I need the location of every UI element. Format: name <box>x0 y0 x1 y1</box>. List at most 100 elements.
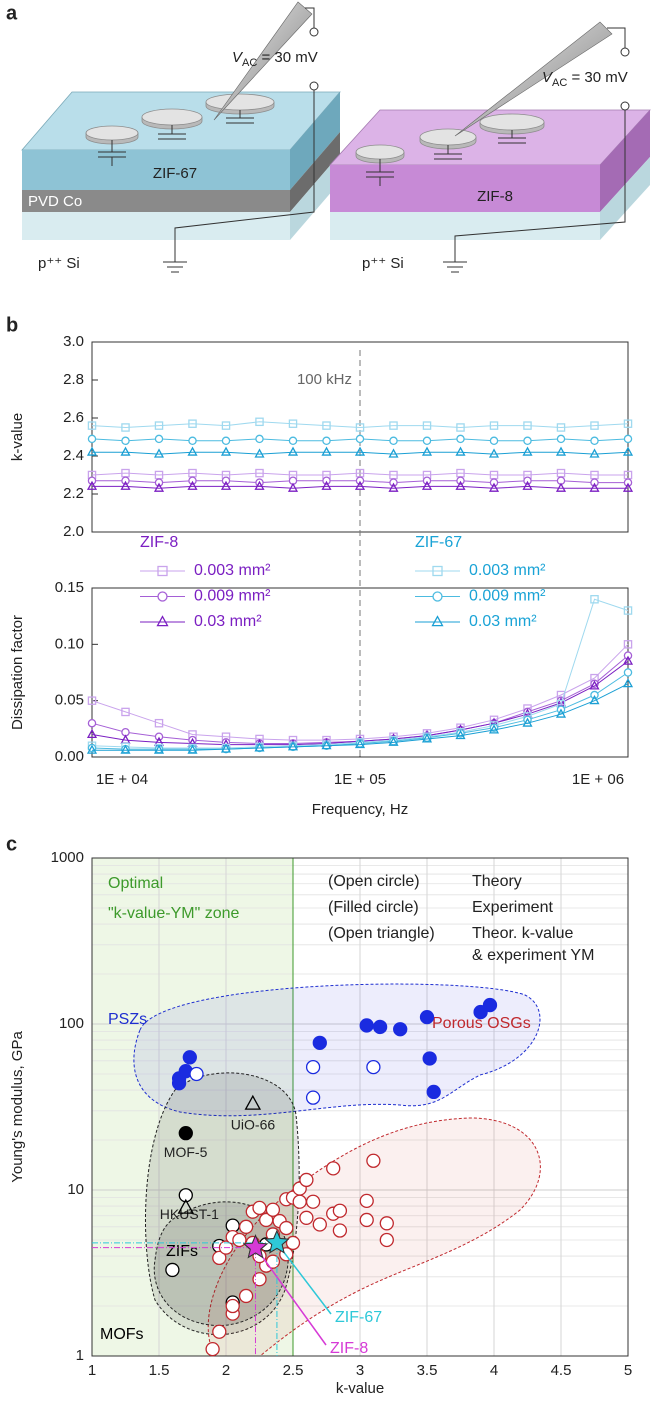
marker <box>359 1193 374 1209</box>
marker <box>121 436 130 446</box>
film-side <box>290 92 340 190</box>
y-tick-label: 0.05 <box>55 692 84 709</box>
marker <box>305 1059 321 1075</box>
metal-side <box>290 132 340 212</box>
key-marker: (Filled circle) <box>328 899 419 916</box>
marker <box>305 1090 321 1105</box>
region-psz <box>133 983 541 1117</box>
voltage-value: = 30 mV <box>257 49 317 66</box>
marker <box>332 1223 348 1238</box>
y-tick-label: 2.8 <box>63 371 84 388</box>
marker <box>555 708 567 718</box>
marker <box>354 738 366 749</box>
marker <box>379 1232 394 1248</box>
legend-title: ZIF-8 <box>140 534 178 551</box>
marker <box>354 480 366 490</box>
marker <box>120 744 131 754</box>
marker <box>187 446 198 456</box>
marker <box>623 668 633 677</box>
marker <box>623 640 633 649</box>
marker <box>153 448 165 458</box>
marker <box>421 480 433 490</box>
key-marker: (Open triangle) <box>328 925 435 942</box>
key-meaning: & experiment YM <box>472 947 594 964</box>
metal-label: PVD Co <box>28 193 82 210</box>
substrate-side <box>290 154 340 240</box>
marker <box>523 476 532 485</box>
voltage-symbol: V <box>542 69 554 86</box>
marker <box>623 434 633 444</box>
marker <box>279 1220 294 1236</box>
marker <box>366 1059 381 1075</box>
voltage-value: = 30 mV <box>567 69 627 86</box>
voltage-symbol: V <box>232 49 244 66</box>
marker <box>556 434 566 444</box>
marker <box>389 436 398 446</box>
legend-label: 0.03 mm² <box>194 613 262 630</box>
marker <box>312 1035 327 1050</box>
device-left: VAC = 30 mV ZIF-67 PVD Co p⁺⁺ Si <box>21 1 341 273</box>
legend-label: 0.003 mm² <box>469 562 546 579</box>
marker <box>322 436 331 446</box>
marker <box>489 421 499 430</box>
marker <box>178 1126 193 1141</box>
reference-label: 100 kHz <box>297 371 352 388</box>
zone-label: "k-value-YM" zone <box>108 905 240 922</box>
marker <box>157 591 168 602</box>
marker <box>359 1212 374 1228</box>
marker <box>422 421 432 430</box>
marker <box>432 565 443 577</box>
region-label: MOFs <box>100 1326 144 1343</box>
marker <box>120 480 131 490</box>
marker <box>187 744 198 754</box>
marker <box>177 1198 195 1214</box>
marker <box>388 448 399 458</box>
x-tick-label: 1 <box>88 1362 96 1379</box>
marker <box>220 743 232 753</box>
marker <box>154 718 164 728</box>
region-label: PSZs <box>108 1011 147 1028</box>
marker <box>87 421 97 430</box>
marker <box>359 1018 374 1033</box>
y-tick-label: 10 <box>67 1181 84 1198</box>
marker <box>188 419 197 428</box>
marker <box>455 480 466 490</box>
marker <box>288 419 298 428</box>
y-tick-label: 2.2 <box>63 485 84 502</box>
marker <box>556 423 566 432</box>
marker <box>255 468 264 478</box>
y-tick-label: 2.6 <box>63 409 84 426</box>
marker <box>422 476 432 485</box>
marker <box>473 1004 488 1020</box>
marker <box>87 434 97 444</box>
marker <box>421 733 433 743</box>
marker <box>419 1009 435 1025</box>
marker <box>555 482 567 492</box>
marker <box>389 478 398 487</box>
marker <box>87 476 97 485</box>
marker <box>221 476 231 485</box>
marker <box>321 480 332 490</box>
key-marker: (Open circle) <box>328 873 420 890</box>
marker <box>322 421 331 430</box>
series-line <box>92 683 629 751</box>
capacitor-symbols <box>98 110 254 166</box>
series-line <box>92 485 628 489</box>
point-label: HKUST-1 <box>160 1206 219 1222</box>
marker <box>590 436 599 446</box>
marker <box>121 476 130 485</box>
y-tick-label: 0.15 <box>55 579 84 596</box>
marker <box>189 1066 204 1082</box>
marker <box>238 1288 254 1304</box>
marker <box>188 436 197 446</box>
marker <box>456 423 465 432</box>
y-tick-label: 1000 <box>51 849 84 866</box>
marker <box>255 417 264 427</box>
marker <box>522 480 533 490</box>
x-axis-label: k-value <box>336 1380 384 1397</box>
point-label: MOF-5 <box>164 1144 208 1160</box>
marker <box>254 480 265 490</box>
marker <box>238 1219 254 1234</box>
marker <box>422 1051 437 1066</box>
marker <box>322 476 331 485</box>
